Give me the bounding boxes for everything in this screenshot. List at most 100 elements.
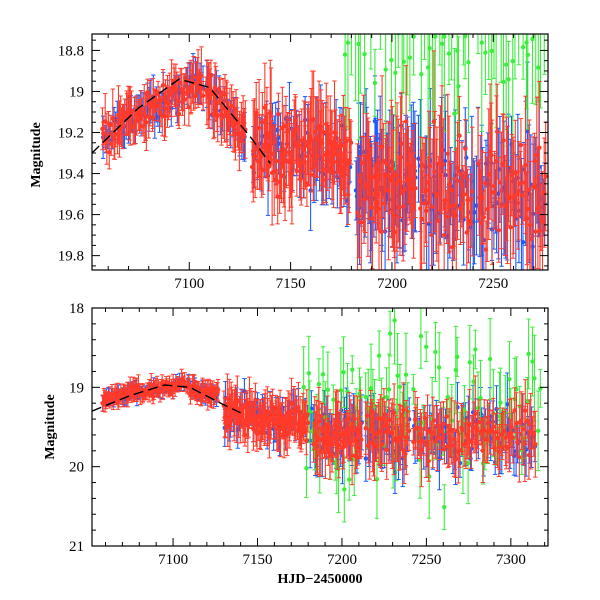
- green-point: [383, 34, 388, 145]
- red-point: [182, 372, 187, 392]
- red-point: [224, 81, 230, 148]
- red-point: [487, 409, 492, 455]
- red-point: [150, 78, 156, 129]
- red-point: [512, 387, 517, 434]
- red-point: [463, 119, 468, 179]
- red-point: [207, 68, 213, 129]
- green-point: [487, 318, 493, 400]
- x-tick-label: 7150: [276, 276, 306, 292]
- red-point: [100, 107, 105, 151]
- red-point: [441, 199, 447, 270]
- green-point: [378, 34, 383, 50]
- red-point: [537, 80, 542, 215]
- series-red: [100, 46, 548, 270]
- red-point: [444, 398, 449, 435]
- red-point: [518, 118, 524, 173]
- x-tick-label: 7150: [243, 552, 273, 568]
- green-point: [418, 308, 424, 369]
- x-axis-label: HJD−2450000: [278, 572, 363, 587]
- red-point: [519, 391, 524, 451]
- green-point: [533, 34, 538, 106]
- red-point: [403, 65, 409, 178]
- red-point: [440, 424, 445, 452]
- model-curve: [92, 384, 241, 414]
- red-point: [333, 109, 338, 157]
- green-point: [349, 34, 354, 76]
- red-point: [476, 399, 482, 445]
- red-point: [436, 156, 441, 270]
- green-point: [466, 34, 471, 134]
- green-point: [392, 308, 397, 365]
- y-tick-label: 18: [69, 301, 84, 317]
- red-point: [160, 68, 166, 102]
- top-panel: 7100 7150 7200 7250 18.8 19 19.2 19.4 19.6 19.8: [58, 0, 549, 292]
- red-point: [427, 127, 433, 205]
- green-point: [483, 34, 488, 95]
- red-point: [209, 73, 214, 115]
- red-point: [215, 378, 221, 401]
- red-point: [462, 171, 467, 218]
- red-point: [491, 397, 496, 456]
- red-point: [352, 395, 357, 443]
- red-point: [540, 171, 545, 270]
- green-point: [404, 34, 410, 96]
- red-point: [473, 375, 478, 452]
- green-point: [454, 336, 460, 377]
- green-point: [486, 34, 491, 80]
- red-point: [348, 120, 354, 165]
- green-point: [532, 334, 537, 422]
- red-point: [501, 114, 506, 167]
- green-point: [479, 34, 484, 132]
- red-point: [470, 126, 475, 257]
- bottom-y-axis-label: Magnitude: [43, 394, 58, 459]
- y-tick-label: 21: [69, 539, 84, 555]
- y-tick-label: 19.2: [58, 126, 84, 142]
- green-point: [538, 369, 543, 408]
- green-point: [387, 310, 393, 357]
- red-point: [447, 160, 452, 252]
- y-tick-label: 20: [69, 460, 84, 476]
- green-point: [491, 34, 497, 79]
- green-point: [427, 34, 432, 100]
- green-point: [535, 390, 541, 472]
- y-tick-label: 19: [69, 380, 84, 396]
- green-point: [473, 329, 478, 370]
- red-point: [294, 399, 299, 423]
- red-point: [323, 406, 328, 480]
- red-point: [256, 405, 261, 441]
- red-point: [441, 401, 446, 446]
- green-point: [411, 374, 416, 405]
- green-point: [353, 34, 358, 102]
- red-point: [434, 126, 440, 262]
- bottom-panel: 7100 7150 7200 7250 7300 18 19 20 21: [69, 301, 549, 568]
- green-point: [368, 34, 374, 70]
- red-point: [272, 124, 277, 160]
- green-point: [498, 367, 503, 438]
- green-point: [470, 0, 474, 19]
- red-point: [235, 375, 240, 426]
- red-point: [449, 162, 454, 217]
- red-point: [301, 100, 307, 199]
- green-point: [389, 34, 394, 115]
- red-point: [442, 433, 447, 465]
- red-point: [419, 412, 424, 488]
- red-point: [305, 412, 311, 433]
- red-point: [289, 110, 294, 208]
- red-point: [501, 410, 507, 451]
- green-point: [542, 34, 547, 75]
- x-tick-label: 7200: [327, 552, 357, 568]
- red-point: [249, 390, 255, 417]
- y-tick-label: 19.8: [58, 249, 84, 265]
- x-tick-label: 7250: [411, 552, 441, 568]
- green-point: [467, 325, 472, 400]
- red-point: [464, 166, 469, 270]
- red-point: [441, 118, 446, 211]
- red-point: [523, 379, 528, 442]
- y-tick-label: 19: [69, 84, 84, 100]
- red-point: [356, 173, 361, 259]
- green-point: [367, 0, 371, 30]
- bottom-plot-frame: [91, 307, 549, 547]
- green-point: [341, 336, 346, 409]
- red-point: [276, 92, 281, 136]
- red-point: [438, 401, 443, 460]
